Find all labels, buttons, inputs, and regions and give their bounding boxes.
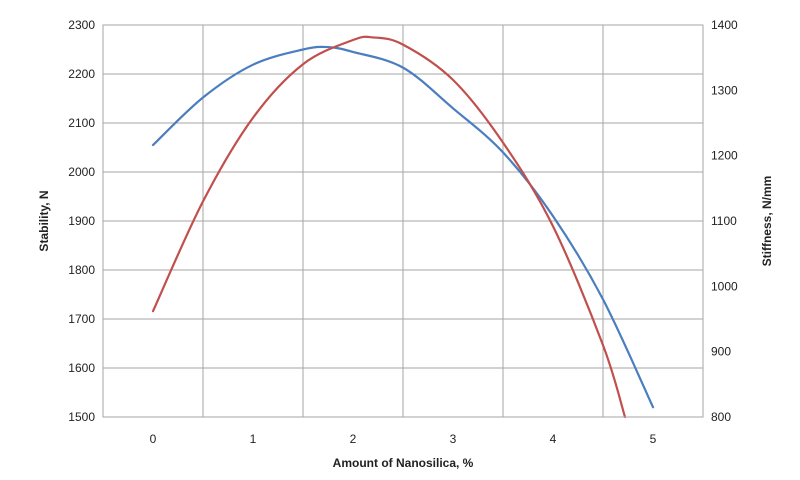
x-tick-label: 1: [250, 432, 257, 446]
axes: 1500 1600 1700 1800 1900 2000 2100 2200 2300 800 9…: [68, 18, 738, 446]
y2-tick-label: 800: [711, 410, 731, 424]
y-tick-label: 2200: [68, 67, 95, 81]
plot-border: [102, 24, 704, 418]
y2-axis-title: Stiffness, N/mm: [760, 176, 774, 267]
x-tick-label: 2: [350, 432, 357, 446]
y2-tick-label: 1000: [711, 279, 738, 293]
grid: [102, 24, 704, 418]
stiffness-series-line: [151, 35, 627, 419]
y-axis-title: Stability, N: [37, 190, 51, 251]
y2-tick-label: 1300: [711, 83, 738, 97]
x-tick-label: 4: [550, 432, 557, 446]
y-tick-label: 1500: [68, 410, 95, 424]
y-tick-label: 1800: [68, 263, 95, 277]
y2-tick-label: 1200: [711, 149, 738, 163]
y2-tick-label: 1100: [711, 214, 737, 228]
y-tick-label: 2000: [68, 165, 95, 179]
y-tick-label: 2100: [68, 116, 95, 130]
x-tick-label: 0: [150, 432, 157, 446]
y-tick-label: 1600: [68, 361, 95, 375]
x-tick-label: 5: [650, 432, 657, 446]
y2-tick-label: 900: [711, 345, 731, 359]
series-layer: [151, 35, 655, 419]
y-tick-label: 1900: [68, 214, 95, 228]
x-axis-title: Amount of Nanosilica, %: [333, 456, 474, 470]
y-tick-label: 2300: [68, 18, 95, 32]
y-tick-label: 1700: [68, 312, 95, 326]
x-tick-label: 3: [450, 432, 457, 446]
y2-tick-label: 1400: [711, 18, 738, 32]
stability-series-line: [151, 45, 655, 409]
